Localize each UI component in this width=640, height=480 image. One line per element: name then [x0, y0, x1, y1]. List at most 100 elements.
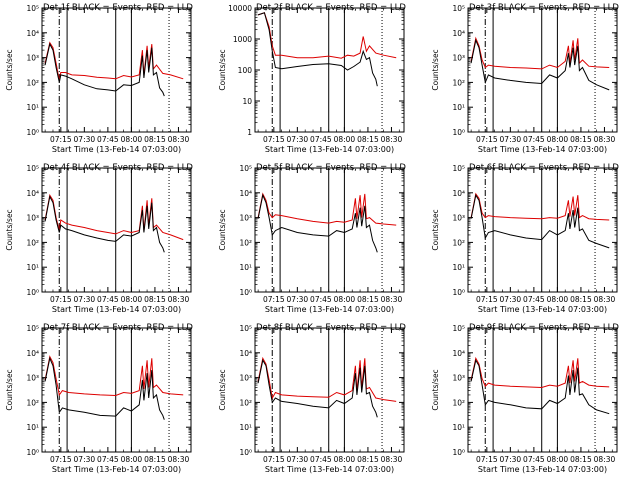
x-tick-label: 08:00: [334, 455, 356, 464]
y-tick-label: 10⁴: [26, 29, 39, 38]
y-tick-label: 10⁰: [452, 288, 465, 297]
x-tick-label: 07:15: [50, 135, 72, 144]
y-tick-label: 10¹: [26, 103, 39, 112]
x-tick-label: 08:30: [381, 135, 403, 144]
y-tick-label: 10²: [26, 78, 39, 87]
x-tick-label: 07:30: [500, 135, 522, 144]
x-tick-label: 07:15: [50, 295, 72, 304]
x-tick-label: 08:30: [381, 455, 403, 464]
y-tick-label: 10⁴: [26, 349, 39, 358]
x-tick-label: 07:30: [74, 455, 96, 464]
detector-chart-6: Det 6f BLACK = Events, RED = LLD10⁰10¹10…: [431, 163, 619, 314]
x-tick-label: 07:15: [263, 135, 285, 144]
x-tick-label: 08:30: [594, 455, 616, 464]
y-axis-label: Counts/sec: [5, 49, 14, 90]
series-line-events: [470, 193, 610, 249]
x-tick-label: 07:30: [500, 295, 522, 304]
x-tick-label: 08:00: [547, 455, 569, 464]
y-tick-label: 10³: [452, 374, 465, 383]
y-tick-label: 10⁰: [26, 288, 39, 297]
plot-frame: [41, 327, 192, 453]
x-tick-label: 07:15: [50, 455, 72, 464]
y-tick-label: 10¹: [452, 103, 465, 112]
y-tick-label: 10²: [26, 398, 39, 407]
series-group: [257, 356, 397, 418]
y-tick-label: 10⁰: [26, 448, 39, 457]
series-line-lld: [44, 355, 184, 397]
y-tick-label: 10³: [26, 54, 39, 63]
x-tick-label: 07:45: [523, 295, 545, 304]
x-tick-label: 08:15: [570, 295, 592, 304]
x-tick-label: 08:15: [570, 455, 592, 464]
series-line-lld: [470, 36, 610, 70]
y-tick-label: 10²: [239, 398, 252, 407]
y-tick-label: 10⁵: [26, 4, 39, 13]
y-tick-label: 10⁴: [239, 189, 252, 198]
y-tick-label: 10⁵: [239, 324, 252, 333]
y-tick-label: 10¹: [26, 423, 39, 432]
x-tick-label: 07:45: [97, 455, 119, 464]
x-tick-label: 07:45: [97, 135, 119, 144]
series-line-lld: [470, 192, 610, 221]
detector-chart-5: Det 5f BLACK = Events, RED = LLD10⁰10¹10…: [218, 163, 406, 314]
detector-chart-8: Det 8f BLACK = Events, RED = LLD10⁰10¹10…: [218, 323, 406, 474]
series-line-events: [470, 358, 610, 415]
detector-chart-7: Det 7f BLACK = Events, RED = LLD10⁰10¹10…: [5, 323, 193, 474]
x-tick-label: 07:45: [523, 455, 545, 464]
x-tick-label: 08:15: [357, 455, 379, 464]
y-axis-label: Counts/sec: [431, 369, 440, 410]
y-tick-label: 10¹: [26, 263, 39, 272]
y-tick-label: 10⁰: [239, 448, 252, 457]
x-tick-label: 07:45: [310, 135, 332, 144]
series-line-lld: [257, 356, 397, 402]
detector-chart-2: Det 2f BLACK = Events, RED = LLD11010010…: [218, 3, 406, 154]
series-line-events: [257, 12, 378, 87]
x-tick-label: 07:30: [500, 455, 522, 464]
y-tick-label: 10³: [239, 214, 252, 223]
y-tick-label: 10³: [26, 374, 39, 383]
series-line-lld: [44, 41, 184, 81]
x-axis-label: Start Time (13-Feb-14 07:03:00): [52, 465, 181, 474]
series-group: [470, 192, 610, 249]
x-tick-label: 08:00: [121, 455, 143, 464]
y-tick-label: 10⁵: [452, 4, 465, 13]
x-tick-label: 08:00: [334, 135, 356, 144]
y-tick-label: 10²: [26, 238, 39, 247]
y-tick-label: 10²: [452, 238, 465, 247]
x-tick-label: 08:00: [547, 295, 569, 304]
y-tick-label: 10³: [452, 214, 465, 223]
series-line-events: [44, 195, 165, 253]
series-line-lld: [44, 193, 184, 241]
plot-frame: [41, 167, 192, 293]
x-tick-label: 08:30: [168, 135, 190, 144]
x-axis-label: Start Time (13-Feb-14 07:03:00): [478, 305, 607, 314]
series-line-events: [44, 356, 165, 420]
x-tick-label: 08:15: [144, 455, 166, 464]
series-group: [257, 12, 397, 87]
plot-frame: [254, 167, 405, 293]
x-tick-label: 07:15: [476, 295, 498, 304]
y-axis-label: Counts/sec: [218, 209, 227, 250]
x-tick-label: 08:00: [334, 295, 356, 304]
series-line-events: [44, 42, 165, 97]
y-tick-label: 10⁵: [452, 164, 465, 173]
y-tick-label: 10¹: [452, 423, 465, 432]
y-axis-label: Counts/sec: [431, 49, 440, 90]
plot-frame: [467, 7, 618, 133]
y-tick-label: 10¹: [239, 423, 252, 432]
series-group: [44, 193, 184, 253]
x-tick-label: 07:45: [310, 295, 332, 304]
x-tick-label: 07:15: [476, 135, 498, 144]
x-tick-label: 07:30: [287, 295, 309, 304]
y-tick-label: 10⁴: [26, 189, 39, 198]
x-tick-label: 08:00: [547, 135, 569, 144]
x-tick-label: 08:00: [121, 135, 143, 144]
series-group: [257, 192, 397, 253]
detector-chart-4: Det 4f BLACK = Events, RED = LLD10⁰10¹10…: [5, 163, 193, 314]
x-tick-label: 07:30: [74, 135, 96, 144]
x-tick-label: 08:30: [168, 455, 190, 464]
y-axis-label: Counts/sec: [5, 209, 14, 250]
y-tick-label: 10⁰: [26, 128, 39, 137]
x-tick-label: 08:15: [144, 135, 166, 144]
